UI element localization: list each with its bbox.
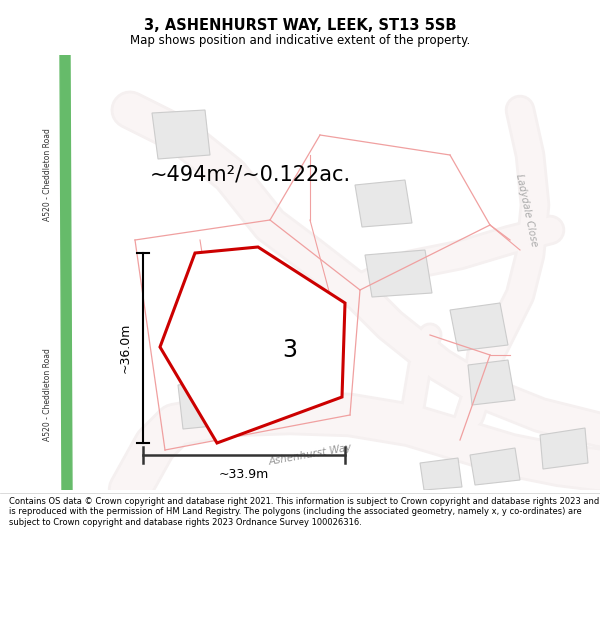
Polygon shape — [540, 428, 588, 469]
Polygon shape — [178, 378, 244, 429]
Text: A520 - Cheddleton Road: A520 - Cheddleton Road — [43, 129, 52, 221]
Text: Ashenhurst Way: Ashenhurst Way — [268, 442, 352, 468]
Text: Ladydale Close: Ladydale Close — [514, 173, 539, 248]
Text: Map shows position and indicative extent of the property.: Map shows position and indicative extent… — [130, 34, 470, 48]
Polygon shape — [470, 448, 520, 485]
Polygon shape — [355, 180, 412, 227]
Polygon shape — [210, 340, 285, 397]
Text: ~36.0m: ~36.0m — [119, 322, 131, 373]
Text: ~33.9m: ~33.9m — [219, 469, 269, 481]
Polygon shape — [420, 458, 462, 490]
Polygon shape — [152, 110, 210, 159]
Polygon shape — [60, 55, 72, 490]
Polygon shape — [160, 247, 345, 443]
Text: ~494m²/~0.122ac.: ~494m²/~0.122ac. — [150, 165, 351, 185]
Text: 3: 3 — [283, 338, 298, 362]
Text: A520 - Cheddleton Road: A520 - Cheddleton Road — [43, 349, 52, 441]
Text: Contains OS data © Crown copyright and database right 2021. This information is : Contains OS data © Crown copyright and d… — [9, 497, 599, 527]
Text: 3, ASHENHURST WAY, LEEK, ST13 5SB: 3, ASHENHURST WAY, LEEK, ST13 5SB — [144, 18, 456, 32]
Polygon shape — [450, 303, 508, 351]
Polygon shape — [365, 250, 432, 297]
Polygon shape — [468, 360, 515, 405]
